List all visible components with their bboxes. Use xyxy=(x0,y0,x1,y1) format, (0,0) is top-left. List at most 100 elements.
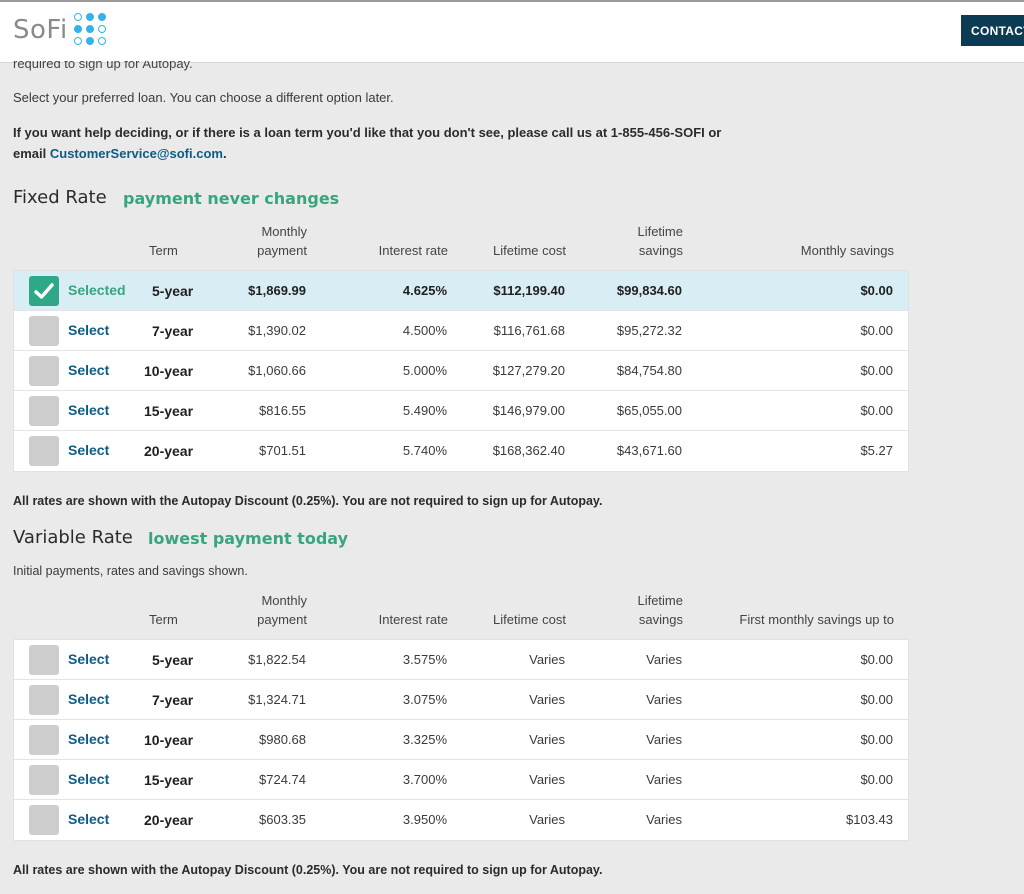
checkbox-checked[interactable] xyxy=(29,276,59,306)
col-savings-line1: Lifetime xyxy=(637,224,683,239)
col-lifetime-cost: Lifetime cost xyxy=(493,612,566,627)
lifetime-cost: Varies xyxy=(529,652,565,667)
monthly-savings: $0.00 xyxy=(860,363,893,378)
interest-rate: 5.000% xyxy=(402,363,447,378)
col-first-monthly-savings: First monthly savings up to xyxy=(739,612,894,627)
lifetime-savings: $43,671.60 xyxy=(616,443,682,458)
lifetime-savings: $65,055.00 xyxy=(616,403,682,418)
monthly-payment: $1,869.99 xyxy=(248,283,306,298)
checkbox[interactable] xyxy=(29,436,59,466)
table-row[interactable]: Select 10-year $1,060.66 5.000% $127,279… xyxy=(14,351,908,391)
variable-rate-title: Variable Rate xyxy=(13,527,133,548)
monthly-payment: $1,060.66 xyxy=(248,363,306,378)
monthly-savings: $0.00 xyxy=(860,732,893,747)
checkmark-icon xyxy=(34,283,54,299)
table-row[interactable]: Selected 5-year $1,869.99 4.625% $112,19… xyxy=(14,271,908,311)
interest-rate: 3.575% xyxy=(402,652,447,667)
table-row[interactable]: Select 10-year $980.68 3.325% Varies Var… xyxy=(14,720,908,760)
interest-rate: 5.490% xyxy=(402,403,447,418)
table-row[interactable]: Select 7-year $1,390.02 4.500% $116,761.… xyxy=(14,311,908,351)
select-link[interactable]: Select xyxy=(68,322,110,338)
checkbox[interactable] xyxy=(29,645,59,675)
fixed-rate-tag: payment never changes xyxy=(123,189,340,208)
monthly-savings: $0.00 xyxy=(860,772,893,787)
lifetime-savings: Varies xyxy=(646,692,682,707)
lifetime-savings: Varies xyxy=(646,732,682,747)
term: 10-year xyxy=(144,363,194,379)
logo-dots-icon xyxy=(73,13,108,47)
selected-label[interactable]: Selected xyxy=(68,282,126,298)
interest-rate: 3.950% xyxy=(402,812,447,827)
interest-rate: 4.625% xyxy=(402,283,447,298)
col-term: Term xyxy=(149,612,178,627)
select-instructions: Select your preferred loan. You can choo… xyxy=(13,90,394,105)
checkbox[interactable] xyxy=(29,725,59,755)
monthly-savings: $0.00 xyxy=(860,692,893,707)
select-link[interactable]: Select xyxy=(68,731,110,747)
col-monthly-payment: Monthly payment xyxy=(220,591,307,629)
term: 5-year xyxy=(152,283,194,299)
col-monthly-line1: Monthly xyxy=(261,593,307,608)
col-monthly-line2: payment xyxy=(257,612,307,627)
checkbox[interactable] xyxy=(29,356,59,386)
top-border xyxy=(0,0,1024,2)
col-lifetime-savings: Lifetime savings xyxy=(590,222,683,260)
term: 7-year xyxy=(152,323,194,339)
select-link[interactable]: Select xyxy=(68,811,110,827)
lifetime-savings: Varies xyxy=(646,652,682,667)
col-interest-rate: Interest rate xyxy=(378,243,448,258)
variable-rate-tag: lowest payment today xyxy=(148,529,348,548)
col-monthly-savings: Monthly savings xyxy=(800,243,894,258)
monthly-payment: $816.55 xyxy=(259,403,306,418)
select-link[interactable]: Select xyxy=(68,651,110,667)
col-interest-rate: Interest rate xyxy=(378,612,448,627)
col-monthly-line1: Monthly xyxy=(261,224,307,239)
col-monthly-line2: payment xyxy=(257,243,307,258)
select-link[interactable]: Select xyxy=(68,771,110,787)
term: 20-year xyxy=(144,812,194,828)
table-row[interactable]: Select 7-year $1,324.71 3.075% Varies Va… xyxy=(14,680,908,720)
lifetime-savings: Varies xyxy=(646,812,682,827)
table-row[interactable]: Select 20-year $603.35 3.950% Varies Var… xyxy=(14,800,908,840)
monthly-payment: $1,822.54 xyxy=(248,652,306,667)
table-row[interactable]: Select 15-year $724.74 3.700% Varies Var… xyxy=(14,760,908,800)
table-row[interactable]: Select 20-year $701.51 5.740% $168,362.4… xyxy=(14,431,908,471)
monthly-savings: $0.00 xyxy=(860,652,893,667)
contact-button[interactable]: CONTACT xyxy=(961,15,1024,46)
table-row[interactable]: Select 5-year $1,822.54 3.575% Varies Va… xyxy=(14,640,908,680)
help-email-prefix: email xyxy=(13,146,47,161)
select-link[interactable]: Select xyxy=(68,442,110,458)
select-link[interactable]: Select xyxy=(68,362,110,378)
term: 20-year xyxy=(144,443,194,459)
monthly-payment: $980.68 xyxy=(259,732,306,747)
monthly-payment: $724.74 xyxy=(259,772,306,787)
col-savings-line2: savings xyxy=(638,243,683,258)
variable-autopay-note: All rates are shown with the Autopay Dis… xyxy=(13,863,603,877)
monthly-savings: $0.00 xyxy=(860,403,893,418)
lifetime-cost: Varies xyxy=(529,812,565,827)
col-monthly-payment: Monthly payment xyxy=(220,222,307,260)
cut-off-text: required to sign up for Autopay. xyxy=(13,56,193,71)
checkbox[interactable] xyxy=(29,396,59,426)
lifetime-savings: Varies xyxy=(646,772,682,787)
sofi-logo[interactable]: SoFi xyxy=(13,12,108,48)
checkbox[interactable] xyxy=(29,765,59,795)
monthly-savings: $103.43 xyxy=(846,812,893,827)
monthly-payment: $603.35 xyxy=(259,812,306,827)
col-savings-line1: Lifetime xyxy=(637,593,683,608)
term: 7-year xyxy=(152,692,194,708)
lifetime-cost: $127,279.20 xyxy=(492,363,565,378)
table-row[interactable]: Select 15-year $816.55 5.490% $146,979.0… xyxy=(14,391,908,431)
fixed-autopay-note: All rates are shown with the Autopay Dis… xyxy=(13,494,603,508)
checkbox[interactable] xyxy=(29,685,59,715)
select-link[interactable]: Select xyxy=(68,402,110,418)
fixed-rate-title: Fixed Rate xyxy=(13,187,107,208)
checkbox[interactable] xyxy=(29,805,59,835)
lifetime-cost: $116,761.68 xyxy=(493,323,565,338)
select-link[interactable]: Select xyxy=(68,691,110,707)
customer-service-email-link[interactable]: CustomerService@sofi.com xyxy=(49,146,223,161)
lifetime-savings: $99,834.60 xyxy=(616,283,682,298)
monthly-savings: $0.00 xyxy=(860,323,893,338)
checkbox[interactable] xyxy=(29,316,59,346)
interest-rate: 5.740% xyxy=(402,443,447,458)
